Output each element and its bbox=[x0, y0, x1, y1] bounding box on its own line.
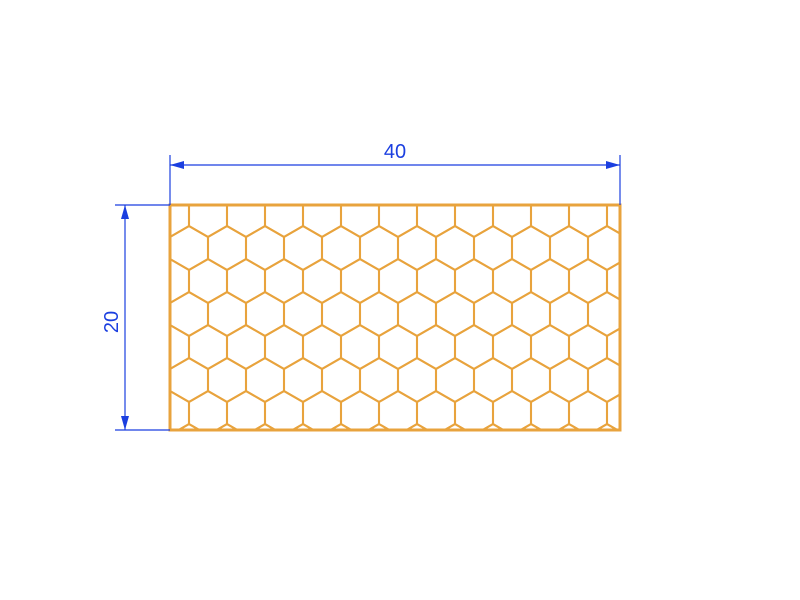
hex-cell bbox=[512, 160, 550, 204]
hex-cell bbox=[246, 160, 284, 204]
hex-cell bbox=[626, 292, 664, 336]
dimension-horizontal-label: 40 bbox=[384, 141, 406, 163]
hex-cell bbox=[113, 259, 151, 303]
hex-cell bbox=[132, 358, 170, 402]
hex-cell bbox=[626, 160, 664, 204]
hex-cell bbox=[626, 358, 664, 402]
dimension-vertical bbox=[115, 205, 170, 430]
hex-cell bbox=[360, 160, 398, 204]
hex-cell bbox=[626, 424, 664, 468]
hex-cell bbox=[132, 160, 170, 204]
hex-cell bbox=[626, 226, 664, 270]
hex-cell bbox=[113, 193, 151, 237]
hex-cell bbox=[132, 292, 170, 336]
hex-cell bbox=[550, 160, 588, 204]
hex-cell bbox=[436, 160, 474, 204]
hex-cell bbox=[322, 160, 360, 204]
profile-diagram: 40 20 bbox=[0, 0, 800, 600]
hex-cell bbox=[113, 391, 151, 435]
hex-cell bbox=[398, 160, 436, 204]
hex-cell bbox=[474, 160, 512, 204]
hex-cell bbox=[132, 226, 170, 270]
dimension-vertical-label: 20 bbox=[101, 311, 123, 333]
hex-cell bbox=[284, 160, 322, 204]
hex-cell bbox=[208, 160, 246, 204]
